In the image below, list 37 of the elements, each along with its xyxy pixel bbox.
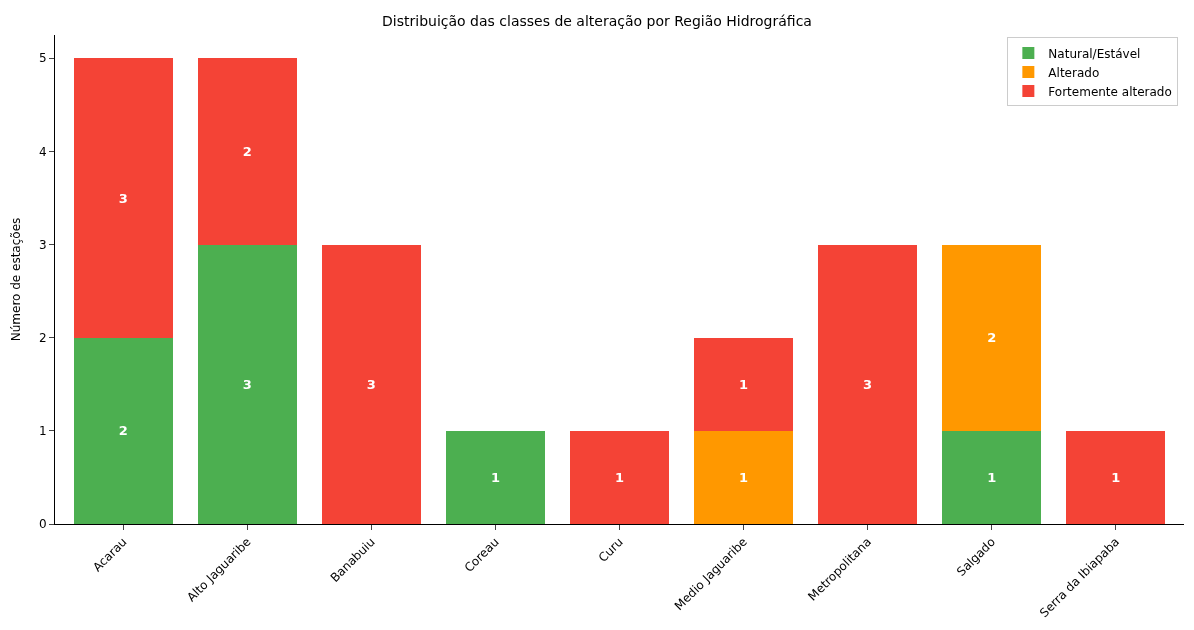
data-label: 3: [863, 376, 873, 392]
legend-label: Fortemente alterado: [1048, 84, 1172, 99]
data-label: 3: [242, 376, 252, 392]
y-axis-title: Número de estações: [9, 217, 24, 342]
bar: [569, 430, 670, 524]
data-label: 3: [366, 376, 376, 392]
data-label: 1: [987, 469, 997, 485]
bar: [321, 244, 421, 524]
y-tick-label: 4: [38, 144, 47, 159]
bar: [197, 244, 297, 524]
data-label: 1: [739, 469, 749, 485]
bar: [818, 244, 918, 524]
data-label: 1: [1111, 469, 1121, 485]
chart-title: Distribuição das classes de alteração por Região Hidrográfica: [382, 12, 812, 29]
bar: [693, 337, 794, 431]
y-tick-label: 3: [38, 237, 47, 252]
bar: [73, 337, 173, 524]
data-label: 1: [739, 376, 749, 392]
y-tick-label: 5: [38, 51, 47, 66]
data-label: 1: [490, 469, 500, 485]
y-tick-label: 2: [38, 330, 47, 345]
bar: [445, 430, 546, 524]
bar: [693, 430, 794, 524]
legend-label: Alterado: [1048, 65, 1100, 80]
bar: [197, 58, 297, 245]
data-label: 2: [242, 143, 252, 159]
data-label: 2: [118, 423, 128, 439]
bar: [942, 430, 1042, 524]
bar: [1066, 430, 1166, 524]
legend-label: Natural/Estável: [1048, 46, 1141, 61]
y-tick-label: 0: [38, 517, 47, 532]
bar: [942, 244, 1042, 431]
data-label: 3: [118, 190, 128, 206]
bar: [73, 58, 173, 338]
data-label: 1: [614, 469, 625, 485]
data-label: 2: [987, 330, 997, 346]
y-tick-label: 1: [38, 424, 47, 439]
